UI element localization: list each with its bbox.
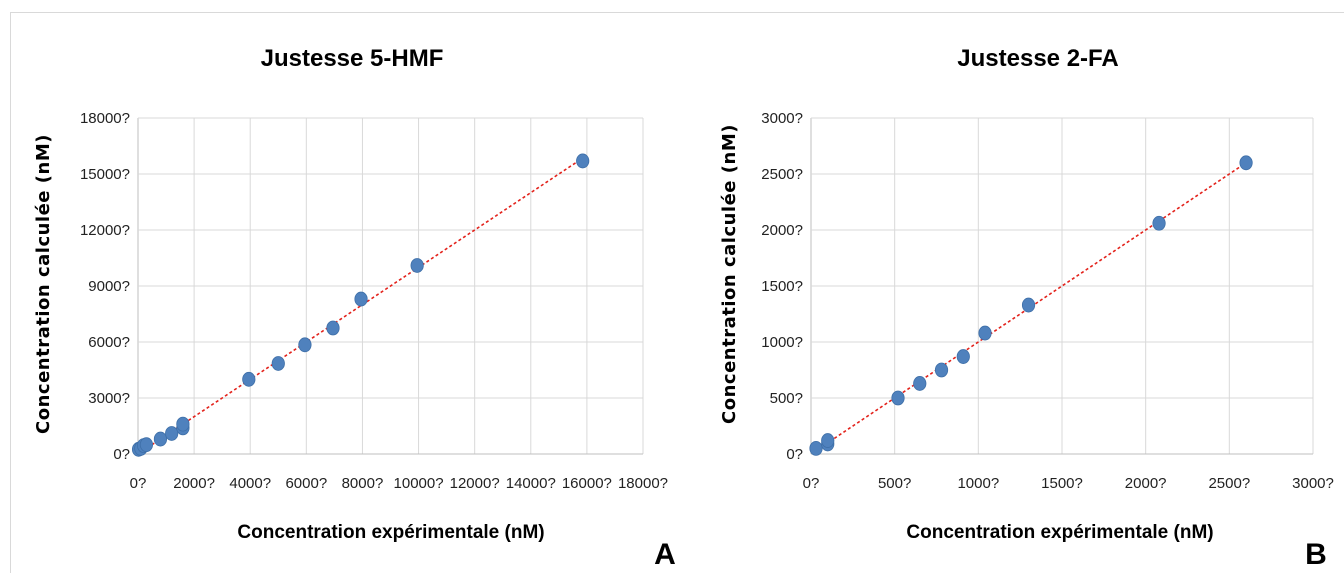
data-point xyxy=(978,325,992,341)
data-point xyxy=(271,356,285,371)
y-tick-label: 3000? xyxy=(761,110,803,127)
x-tick-label: 4000? xyxy=(229,475,271,492)
y-tick-label: 18000? xyxy=(80,110,130,127)
data-point xyxy=(326,320,340,336)
x-tick-label: 2500? xyxy=(1208,475,1250,492)
data-point xyxy=(891,390,905,406)
data-point xyxy=(821,433,835,448)
y-tick-label: 1000? xyxy=(761,334,803,351)
chart-b-panel-letter: B xyxy=(1305,538,1327,571)
chart-b-svg: Justesse 2-FA 0? 500? 1000? 1500? 2000? 2500?… xyxy=(719,45,1334,571)
data-point xyxy=(809,440,823,456)
x-tick-label: 500? xyxy=(878,475,911,492)
y-tick-label: 12000? xyxy=(80,222,130,239)
y-tick-label: 3000? xyxy=(88,390,130,407)
chart-b-y-axis-label: Concentration calculée (nM) xyxy=(719,124,740,424)
chart-a-points xyxy=(131,153,590,457)
x-tick-label: 12000? xyxy=(450,475,500,492)
chart-b-y-ticks: 0? 500? 1000? 1500? 2000? 2500? 3000? xyxy=(761,110,803,463)
chart-panel-a: Justesse 5-HMF 0? 2000? 4000? 6000? 8000? 100… xyxy=(10,12,694,573)
data-point xyxy=(176,416,190,432)
data-point xyxy=(410,258,424,273)
x-tick-label: 2000? xyxy=(173,475,215,492)
chart-b-x-ticks: 0? 500? 1000? 1500? 2000? 2500? 3000? xyxy=(803,475,1334,492)
chart-a-x-ticks: 0? 2000? 4000? 6000? 8000? 10000? 12000? 14000?… xyxy=(130,475,668,492)
chart-a-trendline xyxy=(137,158,582,455)
x-tick-label: 2000? xyxy=(1125,475,1167,492)
data-point xyxy=(934,362,949,378)
x-tick-label: 0? xyxy=(803,475,820,492)
y-tick-label: 0? xyxy=(786,446,803,463)
y-tick-label: 15000? xyxy=(80,166,130,183)
x-tick-label: 3000? xyxy=(1292,475,1334,492)
y-tick-label: 0? xyxy=(113,446,130,463)
chart-b-points xyxy=(809,155,1253,456)
x-tick-label: 10000? xyxy=(394,475,444,492)
data-point xyxy=(1239,155,1253,171)
data-point xyxy=(242,371,256,387)
data-point xyxy=(298,337,312,353)
chart-a-x-axis-label: Concentration expérimentale (nM) xyxy=(237,522,544,543)
data-point xyxy=(576,153,590,169)
data-point xyxy=(1021,297,1036,313)
x-tick-label: 14000? xyxy=(506,475,556,492)
x-tick-label: 16000? xyxy=(562,475,612,492)
chart-a-panel-letter: A xyxy=(654,538,676,571)
x-tick-label: 1000? xyxy=(957,475,999,492)
data-point xyxy=(354,291,368,307)
y-tick-label: 500? xyxy=(770,390,803,407)
x-tick-label: 18000? xyxy=(618,475,668,492)
data-point xyxy=(139,437,154,453)
chart-panel-b: Justesse 2-FA 0? 500? 1000? 1500? 2000? 2500?… xyxy=(693,12,1344,573)
x-tick-label: 0? xyxy=(130,475,147,492)
data-point xyxy=(1152,215,1166,231)
y-tick-label: 2500? xyxy=(761,166,803,183)
data-point xyxy=(153,431,168,447)
chart-b-title: Justesse 2-FA xyxy=(957,45,1118,72)
data-point xyxy=(913,376,927,391)
chart-a-svg: Justesse 5-HMF 0? 2000? 4000? 6000? 8000? 100… xyxy=(33,45,676,571)
data-point xyxy=(165,426,179,441)
chart-a-title: Justesse 5-HMF xyxy=(261,45,444,72)
chart-a-y-axis-label: Concentration calculée (nM) xyxy=(33,134,54,434)
y-tick-label: 9000? xyxy=(88,278,130,295)
chart-b-x-axis-label: Concentration expérimentale (nM) xyxy=(906,522,1213,543)
y-tick-label: 2000? xyxy=(761,222,803,239)
x-tick-label: 6000? xyxy=(285,475,327,492)
data-point xyxy=(956,349,970,364)
y-tick-label: 1500? xyxy=(761,278,803,295)
chart-a-y-ticks: 0? 3000? 6000? 9000? 12000? 15000? 18000? xyxy=(80,110,130,463)
x-tick-label: 1500? xyxy=(1041,475,1083,492)
x-tick-label: 8000? xyxy=(342,475,384,492)
y-tick-label: 6000? xyxy=(88,334,130,351)
